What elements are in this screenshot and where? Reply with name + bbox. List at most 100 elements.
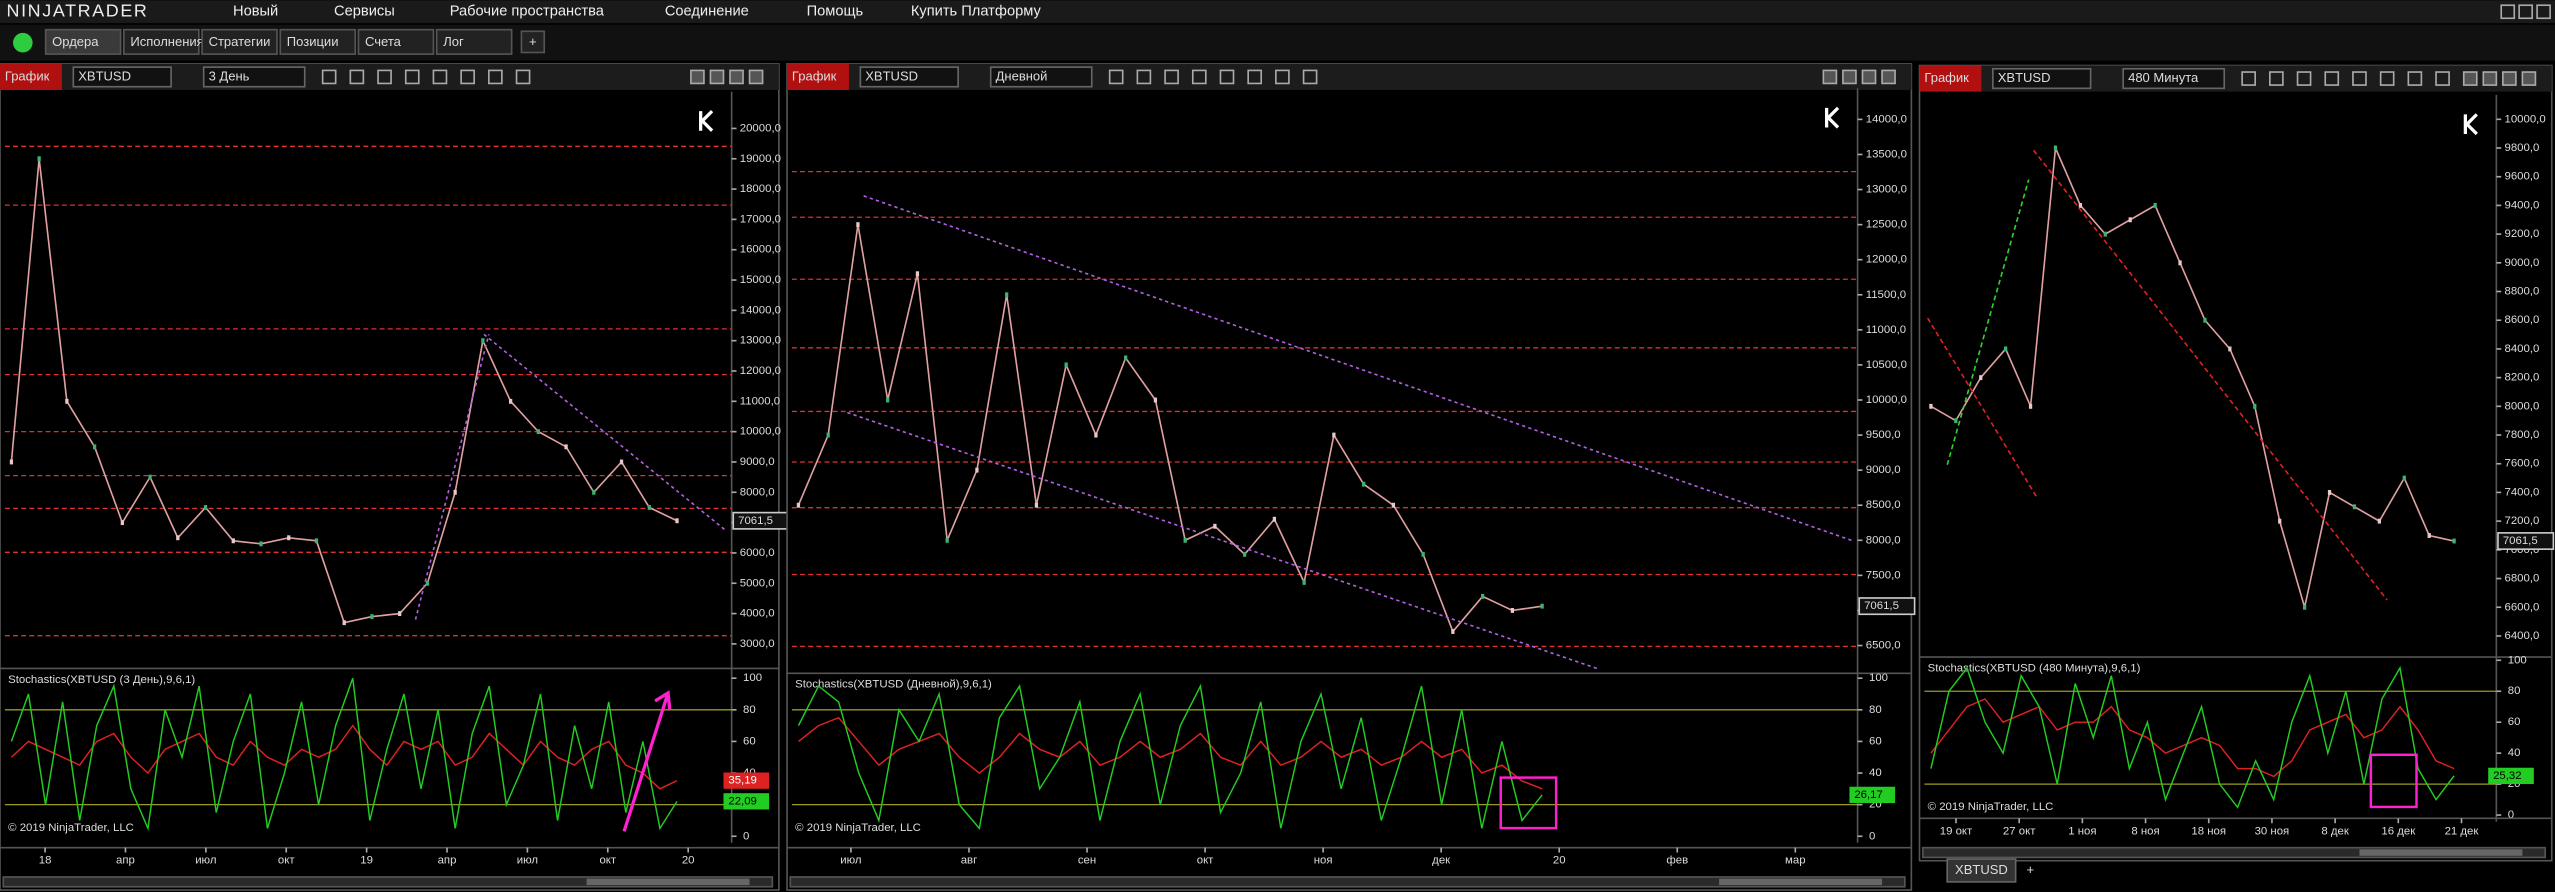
period-select[interactable] (989, 66, 1093, 88)
window-btn[interactable] (2502, 71, 2517, 86)
toolbar-icon[interactable] (377, 69, 392, 85)
instrument[interactable]: XBTUSD (1998, 70, 2051, 85)
price-bar (481, 338, 485, 344)
window-btn[interactable] (1881, 69, 1896, 85)
toolbar-icon[interactable] (2241, 71, 2256, 86)
toolbar-icon[interactable] (460, 69, 475, 85)
tab-label[interactable]: Исполнения (130, 34, 203, 49)
stoch-last-box (723, 793, 770, 810)
period[interactable]: 480 Минута (2128, 70, 2199, 85)
scroll-thumb[interactable] (586, 878, 750, 886)
window-btn[interactable] (709, 69, 725, 85)
period[interactable]: 3 День (209, 68, 250, 83)
tab[interactable] (44, 28, 122, 55)
period-select[interactable] (2122, 67, 2226, 90)
toolbar-icon[interactable] (2352, 71, 2367, 86)
toolbar-icon[interactable] (321, 69, 337, 85)
price-bar (1064, 362, 1068, 368)
price-bar (2203, 317, 2207, 323)
tab[interactable] (279, 28, 357, 55)
x-tick-label: 27 окт (2003, 825, 2036, 837)
toolbar-icon[interactable] (349, 69, 365, 85)
price-bar (2228, 346, 2232, 352)
toolbar-icon[interactable] (2435, 71, 2450, 86)
instrument-select[interactable] (1992, 67, 2092, 90)
toolbar-icon[interactable] (488, 69, 503, 85)
toolbar-icon[interactable] (432, 69, 448, 85)
toolbar-icon[interactable] (2379, 71, 2395, 86)
toolbar-icon[interactable] (1191, 69, 1207, 85)
window-btn[interactable] (690, 69, 705, 85)
menu-item[interactable]: Помощь (807, 4, 864, 20)
add-tab-icon[interactable]: + (529, 34, 537, 49)
x-tick-label: 20 (682, 855, 695, 867)
period-select[interactable] (202, 66, 306, 88)
window-btn[interactable] (1822, 69, 1838, 85)
instrument[interactable]: XBTUSD (865, 68, 918, 83)
add-tab-btn[interactable] (520, 30, 546, 54)
scroll-thumb[interactable] (2359, 849, 2523, 856)
toolbar-icon[interactable] (1247, 69, 1263, 85)
tab-label[interactable]: Лог (443, 34, 464, 49)
toolbar-icon[interactable] (1108, 69, 1124, 85)
window-btn[interactable] (2462, 71, 2478, 86)
scrollbar[interactable] (2, 876, 774, 888)
window-min[interactable] (2500, 4, 2516, 20)
copyright: © 2019 NinjaTrader, LLC (8, 822, 134, 834)
tab-label[interactable]: Ордера (52, 34, 99, 49)
tab-label[interactable]: Счета (365, 34, 402, 49)
scrollbar[interactable] (1921, 846, 2547, 859)
tab-label[interactable]: Стратегии (209, 34, 271, 49)
toolbar-icon[interactable] (1275, 69, 1290, 85)
scrollbar[interactable] (789, 876, 1906, 888)
menu-item[interactable]: Рабочие пространства (450, 4, 605, 20)
toolbar-icon[interactable] (1136, 69, 1152, 85)
window-close[interactable] (2536, 4, 2551, 20)
menu-item[interactable]: Новый (233, 4, 278, 20)
toolbar-icon[interactable] (1302, 69, 1318, 85)
window-btn[interactable] (1842, 69, 1857, 85)
price-bar (564, 444, 568, 450)
y-tick-label: 5000,0 (740, 577, 775, 589)
tab[interactable] (201, 28, 278, 55)
window-btn[interactable] (2482, 71, 2498, 86)
instrument-select[interactable] (72, 66, 172, 88)
menu-item[interactable]: Соединение (665, 4, 749, 20)
y-tick-label: 9200,0 (2504, 228, 2539, 240)
toolbar-icon[interactable] (2324, 71, 2340, 86)
window-btn[interactable] (729, 69, 744, 85)
instrument-select[interactable] (859, 66, 959, 88)
window-btn[interactable] (2521, 71, 2537, 86)
price-bar (65, 398, 69, 404)
tab[interactable] (123, 28, 200, 55)
price-bar (2053, 145, 2058, 151)
menu-item[interactable]: Купить Платформу (911, 4, 1042, 20)
menu-item[interactable]: Сервисы (334, 4, 395, 20)
y-tick-label: 9600,0 (2504, 171, 2539, 183)
last-price-box (2497, 532, 2555, 550)
toolbar-icon[interactable] (1219, 69, 1235, 85)
drawing-object (2032, 149, 2388, 601)
toolbar-icon[interactable] (404, 69, 420, 85)
toolbar-icon[interactable] (515, 69, 531, 85)
price-bar (2402, 475, 2406, 481)
window-btn[interactable] (748, 69, 764, 85)
price-bar (398, 611, 402, 617)
instrument[interactable]: XBTUSD (78, 68, 131, 83)
window-max[interactable] (2518, 4, 2534, 20)
stoch-tick-label: 0 (743, 830, 749, 842)
add-tab[interactable]: + (2027, 862, 2035, 877)
bottom-tab-label[interactable]: XBTUSD (1955, 862, 2008, 877)
tab-label[interactable]: Позиции (287, 34, 339, 49)
scroll-thumb[interactable] (1719, 878, 1883, 886)
window-btn[interactable] (1861, 69, 1877, 85)
y-tick-label: 11500,0 (1866, 289, 1906, 301)
tab[interactable] (435, 28, 513, 55)
toolbar-icon[interactable] (2296, 71, 2312, 86)
bottom-tab[interactable] (1946, 858, 2017, 883)
toolbar-icon[interactable] (2407, 71, 2423, 86)
toolbar-icon[interactable] (1164, 69, 1179, 85)
toolbar-icon[interactable] (2269, 71, 2284, 86)
period[interactable]: Дневной (996, 68, 1048, 83)
tab[interactable] (357, 28, 435, 55)
